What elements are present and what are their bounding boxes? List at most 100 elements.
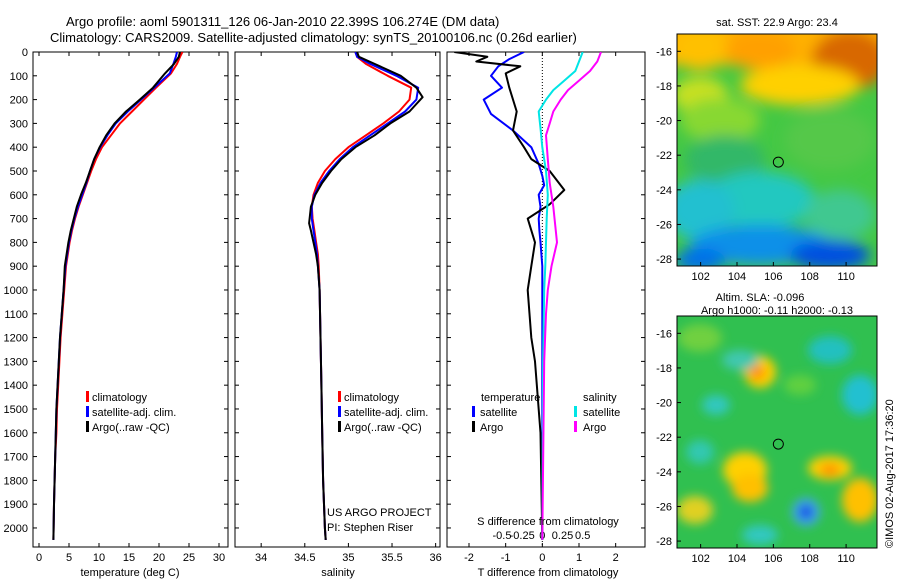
- project-annotation: US ARGO PROJECT: [327, 507, 432, 519]
- salinity-x-ticks: 34 34.5 35 35.5 36: [255, 52, 442, 564]
- x-tick-label: 36: [430, 552, 442, 564]
- lon-tick-label: 102: [691, 553, 709, 565]
- legend-label-argo: Argo(..raw -QC): [92, 422, 170, 434]
- sla-field: [677, 316, 877, 548]
- x-tick-label: 1: [576, 552, 582, 564]
- lon-tick-label: 106: [764, 271, 782, 283]
- depth-tick-label: 1200: [4, 333, 28, 345]
- lon-tick-label: 108: [801, 553, 819, 565]
- lat-tick-label: -20: [656, 398, 672, 410]
- sst-map-title: sat. SST: 22.9 Argo: 23.4: [716, 17, 838, 29]
- legend-label-t-argo: Argo: [480, 422, 503, 434]
- legend-label-climatology: climatology: [344, 392, 400, 404]
- lat-tick-label: -28: [656, 254, 672, 266]
- s-diff-label: S difference from climatology: [477, 516, 619, 528]
- x-tick-label: 34.5: [294, 552, 315, 564]
- depth-tick-label: 1700: [4, 452, 28, 464]
- sst-map-frame: [676, 33, 878, 267]
- s-diff-tick-label: 0.25: [552, 530, 573, 542]
- argo-location-marker: [772, 156, 784, 168]
- legend-title-salinity: salinity: [583, 392, 617, 404]
- salinity-panel: 34 34.5 35 35.5 36 salinity climatology sate…: [234, 51, 442, 579]
- lat-tick-label: -26: [656, 219, 672, 231]
- depth-tick-label: 1100: [4, 309, 28, 321]
- lon-tick-label: 104: [728, 553, 746, 565]
- sla-map-frame: [676, 315, 878, 549]
- depth-tick-label: 400: [10, 142, 28, 154]
- temperature-panel: 0100200300400500600700800900100011001200…: [4, 47, 645, 579]
- temperature-series: [52, 52, 184, 540]
- sst-map-panel: sat. SST: 22.9 Argo: 23.4: [656, 17, 878, 283]
- x-tick-label: 20: [153, 552, 165, 564]
- lat-tick-label: -18: [656, 363, 672, 375]
- legend-swatch-argo: [86, 421, 89, 432]
- legend-label-satellite: satellite-adj. clim.: [344, 407, 428, 419]
- x-tick-label: 35.5: [381, 552, 402, 564]
- x-tick-label: 0: [36, 552, 42, 564]
- x-tick-label: 35: [342, 552, 354, 564]
- s-diff-tick-label: -0.25: [510, 530, 535, 542]
- lat-tick-label: -20: [656, 116, 672, 128]
- s-diff-tick-label: 0.5: [575, 530, 590, 542]
- legend-swatch-s-argo: [574, 421, 577, 432]
- depth-tick-label: 1000: [4, 285, 28, 297]
- lon-tick-label: 110: [837, 553, 855, 565]
- lon-tick-label: 108: [801, 271, 819, 283]
- depth-tick-label: 500: [10, 166, 28, 178]
- difference-series: [454, 52, 602, 540]
- lat-tick-label: -22: [656, 150, 672, 162]
- salinity-xlabel: salinity: [321, 567, 355, 579]
- depth-tick-label: 800: [10, 237, 28, 249]
- depth-tick-label: 1500: [4, 404, 28, 416]
- legend-swatch-argo: [338, 421, 341, 432]
- series-line-argo: [454, 52, 566, 540]
- lat-tick-label: -26: [656, 501, 672, 513]
- x-tick-label: 30: [213, 552, 225, 564]
- lat-tick-label: -24: [656, 185, 672, 197]
- legend-title-temperature: temperature: [481, 392, 540, 404]
- legend-swatch-t-argo: [472, 421, 475, 432]
- series-line-argo-raw-qc-: [52, 52, 181, 540]
- depth-tick-label: 1800: [4, 475, 28, 487]
- series-line-satellite-adj-clim-: [52, 52, 178, 540]
- difference-panel: -2 -1 0 1 2-0.5-0.25 0 0.25 0.5 S difference fr…: [446, 51, 646, 579]
- legend-label-t-satellite: satellite: [480, 407, 517, 419]
- depth-tick-label: 900: [10, 261, 28, 273]
- salinity-series: [308, 52, 424, 540]
- legend-label-satellite: satellite-adj. clim.: [92, 407, 176, 419]
- legend-swatch-s-satellite: [574, 406, 577, 417]
- difference-legend: temperature salinity satellite Argo sate…: [472, 392, 620, 434]
- sla-map-title: Altim. SLA: -0.096: [716, 292, 805, 304]
- lat-tick-label: -28: [656, 536, 672, 548]
- legend-swatch-satellite: [86, 406, 89, 417]
- x-tick-label: -1: [501, 552, 511, 564]
- x-tick-label: 34: [255, 552, 267, 564]
- depth-tick-label: 1900: [4, 499, 28, 511]
- figure-subtitle: Climatology: CARS2009. Satellite-adjuste…: [50, 30, 577, 45]
- legend-swatch-climatology: [86, 391, 89, 402]
- legend-swatch-satellite: [338, 406, 341, 417]
- depth-tick-label: 300: [10, 118, 28, 130]
- difference-x-ticks: -2 -1 0 1 2-0.5-0.25 0 0.25 0.5: [464, 52, 619, 564]
- x-tick-label: 10: [93, 552, 105, 564]
- difference-plot-frame: [446, 51, 646, 548]
- series-line-argo: [541, 52, 602, 540]
- depth-tick-label: 1400: [4, 380, 28, 392]
- temperature-plot-frame: [32, 51, 229, 548]
- figure-title: Argo profile: aoml 5901311_126 06-Jan-20…: [66, 14, 499, 29]
- temperature-legend: climatology satellite-adj. clim. Argo(..…: [86, 391, 176, 434]
- depth-tick-label: 100: [10, 71, 28, 83]
- x-tick-label: 25: [183, 552, 195, 564]
- pi-annotation: PI: Stephen Riser: [327, 522, 414, 534]
- argo-location-marker: [772, 438, 784, 450]
- sla-map-subtitle: Argo h1000: -0.11 h2000: -0.13: [701, 305, 853, 317]
- lat-tick-label: -16: [656, 46, 672, 58]
- depth-tick-label: 0: [22, 47, 28, 59]
- legend-swatch-climatology: [338, 391, 341, 402]
- series-line-satellite-adj-clim-: [310, 52, 420, 540]
- lat-tick-label: -24: [656, 467, 672, 479]
- legend-label-argo: Argo(..raw -QC): [344, 422, 422, 434]
- depth-tick-label: 1300: [4, 356, 28, 368]
- series-line-climatology: [52, 52, 184, 540]
- temperature-depth-ticks: 0 100 200 300 400 500 600 700 800 900 1000 1100 1200…: [4, 47, 645, 535]
